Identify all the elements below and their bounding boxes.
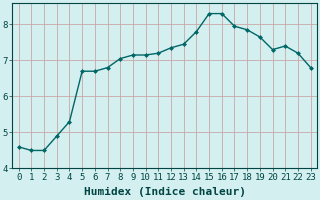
X-axis label: Humidex (Indice chaleur): Humidex (Indice chaleur) (84, 187, 246, 197)
